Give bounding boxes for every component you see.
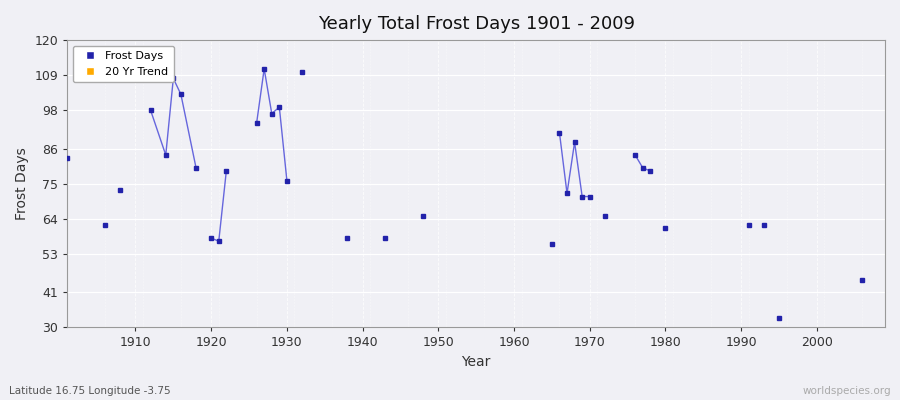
Legend: Frost Days, 20 Yr Trend: Frost Days, 20 Yr Trend bbox=[73, 46, 174, 82]
X-axis label: Year: Year bbox=[462, 355, 490, 369]
Text: worldspecies.org: worldspecies.org bbox=[803, 386, 891, 396]
Y-axis label: Frost Days: Frost Days bbox=[15, 147, 29, 220]
Title: Yearly Total Frost Days 1901 - 2009: Yearly Total Frost Days 1901 - 2009 bbox=[318, 15, 634, 33]
Text: Latitude 16.75 Longitude -3.75: Latitude 16.75 Longitude -3.75 bbox=[9, 386, 171, 396]
